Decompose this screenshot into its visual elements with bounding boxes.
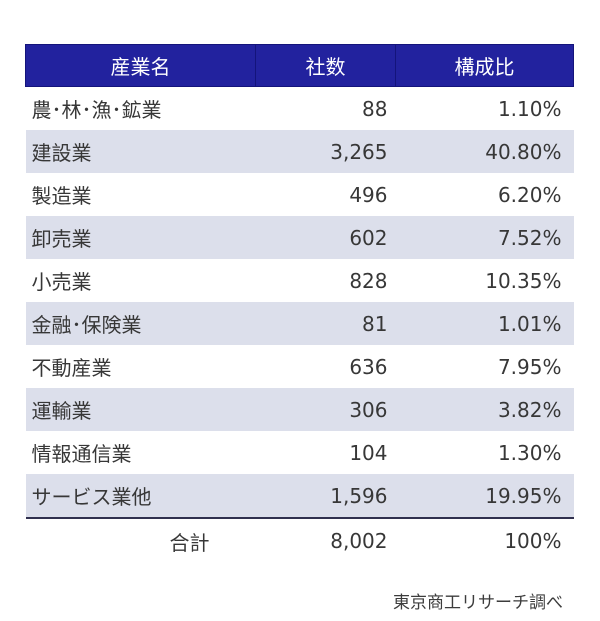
col-header-count: 社数 [255, 44, 396, 87]
share-cell: 1.30% [497, 440, 562, 465]
count-cell: 81 [255, 302, 396, 345]
count-cell: 828 [349, 268, 388, 293]
col-header-industry: 産業名 [25, 44, 256, 87]
count-cell: 1,596 [255, 474, 396, 518]
industry-cell: 運輸業 [25, 388, 256, 431]
share-cell: 7.52% [395, 216, 574, 259]
industry-cell: 製造業 [31, 184, 92, 208]
source-credit: 東京商工リサーチ調べ [393, 593, 563, 613]
industry-cell: 情報通信業 [31, 442, 132, 466]
count-cell: 636 [349, 354, 388, 379]
share-cell: 10.35% [485, 268, 562, 293]
table-header-row: 産業名 社数 構成比 [25, 44, 574, 87]
table-body: 農･林･漁･鉱業 88 1.10% 建設業 3,265 40.80% 製造業 496 6.20%… [25, 87, 574, 518]
table-row: 建設業 3,265 40.80% [25, 130, 574, 173]
count-cell: 88 [362, 96, 388, 121]
table-row: 卸売業 602 7.52% [25, 216, 574, 259]
share-cell: 3.82% [395, 388, 574, 431]
share-cell: 19.95% [395, 474, 574, 518]
industry-cell: 金融･保険業 [25, 302, 256, 345]
total-share-cell: 100% [395, 517, 574, 563]
table-row: 不動産業 636 7.95% [26, 345, 574, 388]
share-cell: 6.20% [497, 182, 562, 207]
share-cell: 7.95% [497, 354, 562, 379]
count-cell: 602 [255, 216, 396, 259]
industry-cell: 建設業 [25, 130, 256, 173]
industry-cell: 不動産業 [31, 356, 112, 380]
table-row: 情報通信業 104 1.30% [26, 431, 574, 474]
table-row: 農･林･漁･鉱業 88 1.10% [26, 87, 574, 131]
table-row: 小売業 828 10.35% [26, 259, 574, 302]
industry-cell: サービス業他 [25, 474, 256, 518]
count-cell: 104 [349, 440, 388, 465]
table-row: 運輸業 306 3.82% [25, 388, 574, 431]
total-label-cell: 合計 [25, 517, 256, 563]
count-cell: 496 [349, 182, 388, 207]
total-row: 合計 8,002 100% [25, 517, 574, 563]
share-cell: 40.80% [395, 130, 574, 173]
total-count-cell: 8,002 [255, 517, 396, 563]
industry-table: 産業名 社数 構成比 農･林･漁･鉱業 88 1.10% 建設業 3,265 40.80%… [25, 44, 574, 563]
industry-cell: 小売業 [31, 270, 92, 294]
share-cell: 1.10% [497, 96, 562, 121]
table-row: 金融･保険業 81 1.01% [25, 302, 574, 345]
count-cell: 3,265 [255, 130, 396, 173]
industry-cell: 農･林･漁･鉱業 [31, 98, 162, 122]
table-row: 製造業 496 6.20% [26, 173, 574, 216]
col-header-share: 構成比 [395, 44, 574, 87]
industry-cell: 卸売業 [25, 216, 256, 259]
count-cell: 306 [255, 388, 396, 431]
share-cell: 1.01% [395, 302, 574, 345]
table-row: サービス業他 1,596 19.95% [25, 474, 574, 518]
